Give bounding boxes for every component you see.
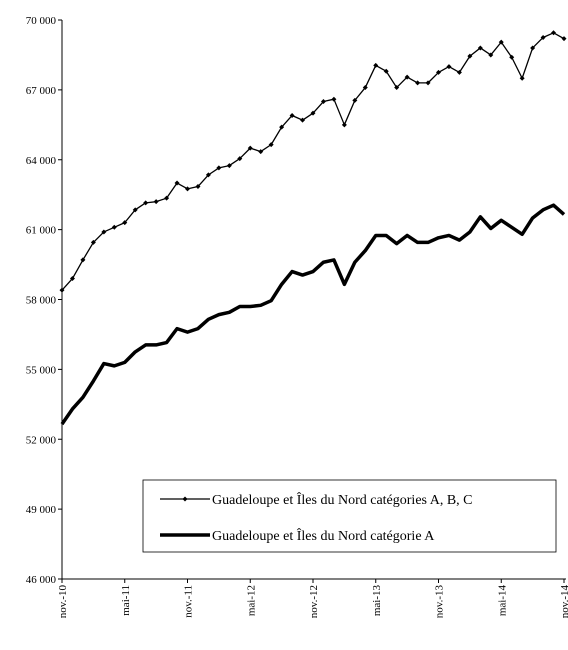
marker: [69, 276, 75, 282]
marker: [331, 96, 337, 102]
marker: [101, 229, 107, 235]
legend-label: Guadeloupe et Îles du Nord catégories A,…: [212, 491, 473, 508]
marker: [226, 163, 232, 169]
marker: [530, 45, 536, 51]
marker: [477, 45, 483, 51]
legend-label: Guadeloupe et Îles du Nord catégorie A: [212, 527, 435, 544]
marker: [59, 287, 65, 293]
marker: [383, 68, 389, 74]
marker: [467, 53, 473, 59]
y-tick-label: 61 000: [26, 225, 57, 237]
marker: [111, 224, 117, 230]
x-tick-label: mai-12: [245, 585, 257, 616]
marker: [488, 52, 494, 58]
legend-marker: [182, 496, 188, 502]
marker: [268, 142, 274, 148]
marker: [289, 112, 295, 118]
marker: [143, 200, 149, 206]
marker: [153, 199, 159, 205]
y-tick-label: 49 000: [26, 504, 57, 516]
x-tick-label: nov.-11: [183, 585, 195, 618]
x-tick-label: nov.-13: [434, 585, 446, 619]
marker: [519, 75, 525, 81]
marker: [404, 74, 410, 80]
marker: [216, 165, 222, 171]
y-tick-label: 52 000: [26, 434, 57, 446]
y-tick-label: 46 000: [26, 574, 57, 586]
marker: [561, 36, 567, 42]
marker: [90, 239, 96, 245]
marker: [498, 39, 504, 45]
marker: [352, 97, 358, 103]
marker: [132, 207, 138, 213]
y-tick-label: 70 000: [26, 15, 57, 27]
x-tick-label: mai-14: [496, 585, 508, 617]
marker: [122, 220, 128, 226]
marker: [174, 180, 180, 186]
marker: [415, 80, 421, 86]
marker: [80, 257, 86, 263]
marker: [320, 99, 326, 105]
marker: [195, 184, 201, 190]
marker: [185, 186, 190, 192]
y-tick-label: 67 000: [26, 85, 57, 97]
marker: [205, 172, 211, 178]
marker: [237, 156, 243, 162]
x-tick-label: nov.-14: [559, 585, 568, 619]
marker: [394, 85, 400, 91]
y-tick-label: 64 000: [26, 155, 57, 167]
x-tick-label: mai-11: [120, 585, 132, 616]
marker: [341, 122, 347, 128]
y-tick-label: 55 000: [26, 364, 57, 376]
marker: [300, 117, 306, 123]
marker: [362, 85, 368, 91]
marker: [247, 145, 253, 151]
marker: [540, 34, 546, 40]
marker: [164, 195, 170, 201]
marker: [456, 69, 462, 75]
x-tick-label: mai-13: [371, 585, 383, 617]
legend: [142, 479, 557, 553]
marker: [373, 62, 379, 68]
marker: [436, 69, 441, 75]
marker: [551, 30, 557, 36]
x-tick-label: nov.-10: [57, 585, 69, 619]
x-tick-label: nov.-12: [308, 585, 320, 618]
marker: [279, 124, 285, 130]
marker: [446, 64, 452, 70]
marker: [258, 149, 264, 155]
series-line: [60, 203, 566, 426]
marker: [425, 80, 431, 86]
marker: [509, 54, 515, 60]
marker: [310, 110, 316, 116]
y-tick-label: 58 000: [26, 295, 57, 307]
